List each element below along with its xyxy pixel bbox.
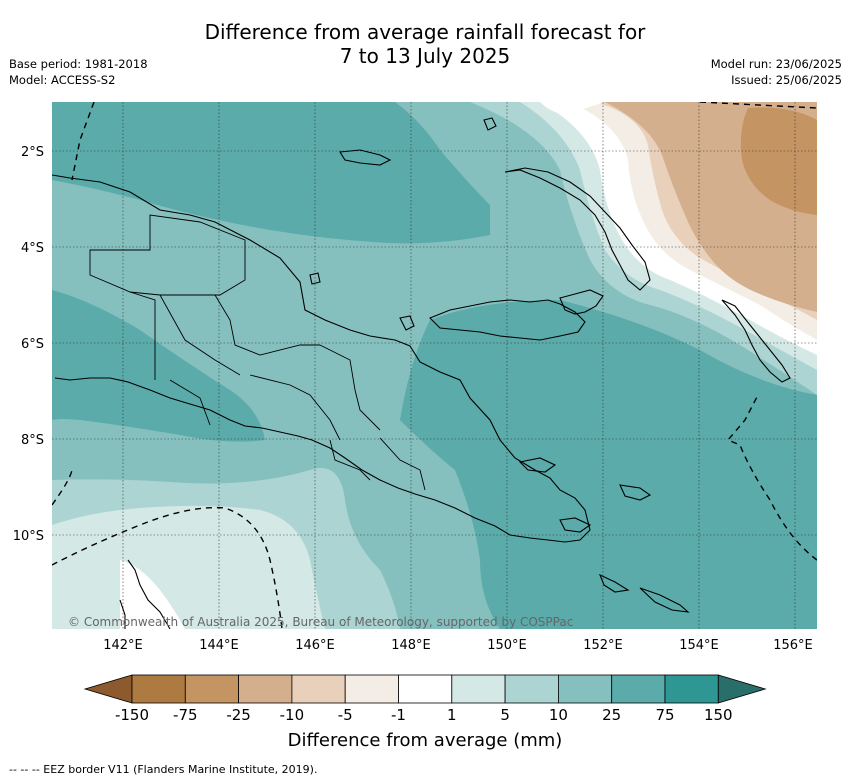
- colorbar-cell: [184, 674, 240, 704]
- colorbar-tick-label: -25: [226, 706, 251, 724]
- lon-label: 144°E: [199, 638, 239, 653]
- manus-coast: [339, 149, 392, 166]
- meta-right: Model run: 23/06/2025 Issued: 25/06/2025: [711, 56, 842, 88]
- lat-label: 8°S: [21, 433, 44, 448]
- graticule: [52, 102, 817, 629]
- colorbar-cell: [611, 674, 666, 704]
- islands-north-1: [483, 117, 497, 131]
- cape-york-coast: [127, 559, 171, 629]
- islands-east: [518, 457, 557, 473]
- copyright-notice: © Commonwealth of Australia 2025, Bureau…: [68, 615, 573, 629]
- colorbar-title: Difference from average (mm): [287, 730, 563, 751]
- lon-label: 152°E: [583, 638, 623, 653]
- png-north-coast: [429, 299, 586, 341]
- field-25-75-west: [52, 290, 265, 442]
- colorbar-cell: [291, 674, 346, 704]
- model-name: Model: ACCESS-S2: [9, 73, 116, 87]
- field-25-75-east: [400, 300, 817, 629]
- colorbar-tick-label: 1: [447, 706, 457, 724]
- solomons-2: [639, 587, 690, 613]
- colorbar-cell: [504, 674, 559, 704]
- rainfall-fields: [52, 102, 817, 629]
- colorbar: -150 -75 -25 -10 -5 -1 1 5 10 25 75 150: [83, 674, 767, 724]
- cape-york-coast-2: [119, 599, 126, 629]
- eez-borders: [52, 102, 817, 629]
- colorbar-cell: [558, 674, 613, 704]
- issued-date: Issued: 25/06/2025: [731, 73, 842, 87]
- new-britain-coast: [559, 289, 604, 315]
- colorbar-tick-label: -75: [173, 706, 198, 724]
- islands-north-2: [399, 315, 415, 331]
- lat-labels: 2°S 4°S 6°S 8°S 10°S: [13, 145, 44, 544]
- field-neutral-south: [120, 560, 185, 629]
- lon-label: 148°E: [391, 638, 431, 653]
- title-line-2: 7 to 13 July 2025: [339, 44, 511, 68]
- colorbar-arrow-low: [83, 674, 133, 704]
- colorbar-cell: [664, 674, 719, 704]
- chart-title: Difference from average rainfall forecas…: [0, 20, 850, 68]
- eez-footnote: -- -- -- EEZ border V11 (Flanders Marine…: [9, 763, 318, 776]
- lat-label: 4°S: [21, 241, 44, 256]
- new-ireland-coast: [504, 167, 651, 291]
- islands-east-2: [559, 517, 592, 533]
- islands-north-3: [309, 272, 321, 285]
- colorbar-cells: [83, 674, 767, 704]
- solomons-3: [598, 573, 630, 593]
- colorbar-tick-label: 10: [549, 706, 568, 724]
- lon-label: 142°E: [103, 638, 143, 653]
- lat-label: 6°S: [21, 337, 44, 352]
- colorbar-cell: [398, 674, 453, 704]
- colorbar-ticks: -150 -75 -25 -10 -5 -1 1 5 10 25 75 150: [115, 706, 733, 724]
- lat-label: 10°S: [13, 529, 44, 544]
- colorbar-tick-label: 75: [655, 706, 674, 724]
- colorbar-arrow-high: [717, 674, 767, 704]
- field-1-5-south: [52, 505, 325, 629]
- new-guinea-coast: [52, 174, 591, 543]
- lon-label: 146°E: [295, 638, 335, 653]
- colorbar-tick-label: -1: [391, 706, 406, 724]
- colorbar-tick-label: -10: [280, 706, 305, 724]
- province-boundaries: [89, 214, 426, 491]
- colorbar-cell: [451, 674, 506, 704]
- lat-label: 2°S: [21, 145, 44, 160]
- bougainville-coast: [721, 299, 791, 383]
- lon-label: 150°E: [487, 638, 527, 653]
- lon-label: 154°E: [679, 638, 719, 653]
- colorbar-cell: [344, 674, 399, 704]
- colorbar-tick-label: -5: [338, 706, 353, 724]
- colorbar-tick-label: -150: [115, 706, 149, 724]
- lon-labels: 142°E 144°E 146°E 148°E 150°E 152°E 154°…: [103, 638, 813, 653]
- colorbar-tick-label: 25: [602, 706, 621, 724]
- field-neutral-top: [540, 102, 605, 115]
- title-line-1: Difference from average rainfall forecas…: [204, 20, 646, 44]
- field-25-75-north: [52, 102, 490, 244]
- lon-label: 156°E: [773, 638, 813, 653]
- colorbar-cell: [238, 674, 293, 704]
- field-neg-25-75: [740, 107, 817, 215]
- solomons-1: [619, 484, 652, 501]
- colorbar-tick-label: 5: [500, 706, 510, 724]
- colorbar-tick-label: 150: [704, 706, 733, 724]
- model-run: Model run: 23/06/2025: [710, 57, 842, 71]
- meta-left: Base period: 1981-2018 Model: ACCESS-S2: [9, 56, 148, 88]
- colorbar-cell: [131, 674, 186, 704]
- coastlines: [52, 117, 791, 629]
- base-period: Base period: 1981-2018: [9, 57, 148, 71]
